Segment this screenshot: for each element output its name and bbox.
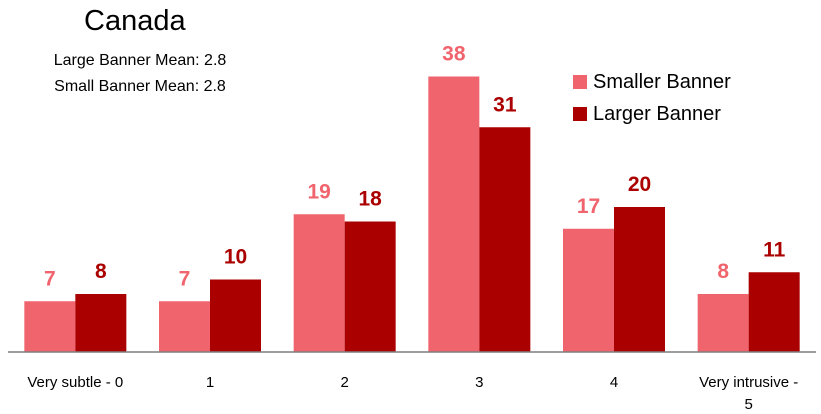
bar-larger-0 — [75, 294, 127, 352]
legend-item-larger: Larger Banner — [573, 98, 731, 130]
x-tick-label-0: Very subtle - 0 — [27, 374, 123, 391]
large-banner-mean: Large Banner Mean: 2.8 — [53, 52, 227, 69]
small-banner-mean: Small Banner Mean: 2.8 — [54, 78, 226, 95]
bar-smaller-1 — [159, 301, 210, 352]
legend-swatch-larger — [573, 107, 587, 121]
x-tick-label-4: 4 — [610, 374, 618, 391]
data-label-larger-3: 31 — [493, 93, 517, 116]
x-tick-label-5: Very intrusive -5 — [699, 374, 798, 413]
data-label-larger-0: 8 — [95, 260, 107, 283]
data-label-larger-5: 11 — [763, 238, 786, 261]
data-label-smaller-4: 17 — [577, 195, 600, 218]
chart-title: Canada — [84, 5, 186, 37]
legend-swatch-smaller — [573, 75, 587, 89]
data-label-smaller-5: 8 — [717, 260, 729, 283]
bar-larger-5 — [748, 272, 800, 352]
data-label-larger-4: 20 — [628, 173, 651, 196]
bar-larger-2 — [344, 221, 396, 352]
legend-label-larger: Larger Banner — [593, 102, 721, 125]
bar-larger-3 — [479, 127, 531, 352]
bar-larger-1 — [210, 279, 261, 352]
legend-item-smaller: Smaller Banner — [573, 66, 731, 98]
legend: Smaller Banner Larger Banner — [573, 66, 731, 130]
data-label-smaller-3: 38 — [442, 43, 466, 66]
bar-smaller-2 — [293, 214, 345, 352]
data-label-smaller-0: 7 — [44, 267, 56, 290]
x-tick-label-3: 3 — [475, 374, 483, 391]
data-label-smaller-2: 19 — [307, 180, 330, 203]
bar-smaller-0 — [24, 301, 76, 352]
bar-smaller-5 — [697, 294, 749, 352]
x-tick-label-2: 2 — [340, 374, 348, 391]
x-tick-label-1: 1 — [206, 374, 214, 391]
bar-smaller-3 — [428, 76, 480, 352]
bar-smaller-4 — [563, 228, 614, 352]
data-label-larger-1: 10 — [224, 246, 247, 269]
data-label-smaller-1: 7 — [179, 267, 191, 290]
data-label-larger-2: 18 — [358, 188, 382, 211]
legend-label-smaller: Smaller Banner — [593, 70, 731, 93]
bar-larger-4 — [614, 207, 665, 352]
